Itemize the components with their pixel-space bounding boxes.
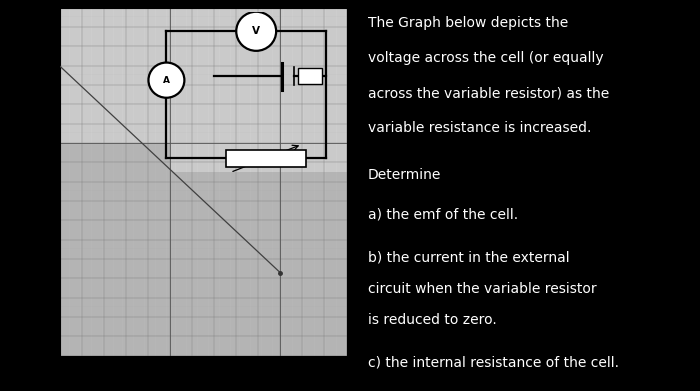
Circle shape xyxy=(237,12,276,51)
Y-axis label: V/ V: V/ V xyxy=(32,171,41,192)
Text: variable resistance is increased.: variable resistance is increased. xyxy=(368,121,591,135)
Text: The Graph below depicts the: The Graph below depicts the xyxy=(368,16,568,30)
Text: is reduced to zero.: is reduced to zero. xyxy=(368,313,496,327)
Text: c) the internal resistance of the cell.: c) the internal resistance of the cell. xyxy=(368,356,619,370)
Text: V: V xyxy=(252,26,260,36)
Text: across the variable resistor) as the: across the variable resistor) as the xyxy=(368,86,609,100)
Text: b) the current in the external: b) the current in the external xyxy=(368,250,569,264)
Text: voltage across the cell (or equally: voltage across the cell (or equally xyxy=(368,51,603,65)
Bar xyxy=(298,68,322,84)
Bar xyxy=(60,8,170,143)
Text: circuit when the variable resistor: circuit when the variable resistor xyxy=(368,282,596,296)
Text: a) the emf of the cell.: a) the emf of the cell. xyxy=(368,207,517,221)
Text: A: A xyxy=(163,75,170,85)
Bar xyxy=(226,150,306,167)
X-axis label: I /A: I /A xyxy=(195,367,211,377)
Text: Determine: Determine xyxy=(368,168,441,182)
Bar xyxy=(170,8,346,172)
Circle shape xyxy=(148,63,184,98)
